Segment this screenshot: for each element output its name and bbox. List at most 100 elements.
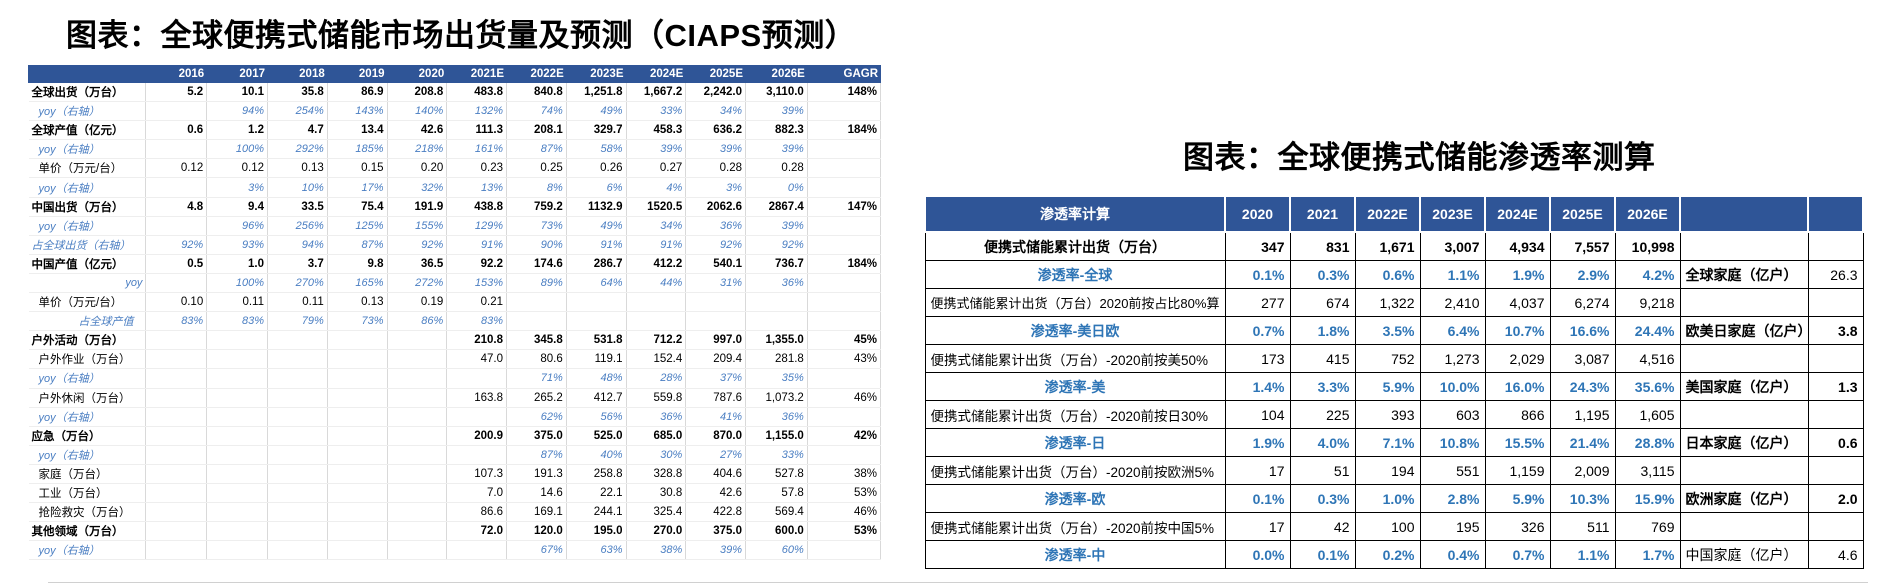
table-cell: 6.4% [1419,316,1486,345]
table-cell: 258.8 [566,464,627,484]
table-cell: 6,274 [1549,288,1616,317]
row-label: 渗透率-中 [924,540,1226,569]
table-cell: 125% [327,216,388,236]
table-cell: 33% [745,445,808,465]
table-cell: 0.26 [566,158,627,179]
household-region-label [1679,512,1809,541]
table-cell: 53% [807,521,882,542]
table-cell: 86.9 [327,82,388,103]
table-cell: 38% [626,540,687,561]
table-cell: 36% [745,407,808,427]
household-region-label: 中国家庭（亿户） [1679,540,1809,569]
table-cell: 34% [685,101,746,122]
table-cell: 208.1 [506,120,567,141]
penetration-rate-table: 渗透率计算 2020 2021 2022E 2023E 2024E 2025E 2026E 便… [924,197,1864,569]
table-cell: 155% [387,216,448,236]
table-cell: 5.9% [1484,484,1551,513]
table-cell: 3% [206,177,268,198]
table-row: yoy（右轴） 3% 10% 17% 32% 13% 8% 6% 4% 3% 0% [28,177,882,198]
table-cell: 2,410 [1419,288,1486,317]
column-header: 2021E [446,65,507,83]
row-label: 中国出货（万台） [28,197,147,217]
table-row: 户外作业（万台） 47.0 80.6 119.1 152.4 209.4 281.8 43% [28,349,882,370]
row-label: 抢险救灾（万台） [28,502,147,523]
row-label: 便携式储能累计出货（万台）-2020前按美50% [924,344,1226,373]
table-cell: 559.8 [626,388,687,408]
table-cell [745,292,808,313]
table-cell: 685.0 [626,426,687,446]
table-cell: 1.1% [1419,260,1486,289]
table-cell [446,368,507,389]
table-cell: 3.3% [1289,372,1356,401]
table-cell: 94% [206,101,268,122]
table-row: yoy（右轴） 87% 40% 30% 27% 33% [28,445,882,465]
household-region-label: 欧美日家庭（亿户） [1679,316,1809,345]
table-cell: 10.8% [1419,428,1486,457]
table-cell: 1.1% [1549,540,1616,569]
table-cell: 58% [566,139,627,160]
table-cell: 107.3 [446,464,507,484]
row-label: yoy（右轴） [28,101,147,122]
table-cell: 0.23 [446,158,507,179]
table-cell: 325.4 [626,502,687,523]
table-cell: 4,037 [1484,288,1551,317]
table-cell: 636.2 [685,120,746,141]
table-cell [446,540,507,561]
table-cell: 90% [506,235,567,255]
table-cell: 94% [267,235,328,255]
table-cell [807,292,882,313]
table-cell: 91% [566,235,627,255]
table-cell [267,388,328,408]
table-cell [206,540,268,561]
table-cell: 39% [745,216,808,236]
table-cell: 0.20 [387,158,448,179]
table-cell: 483.8 [446,82,507,103]
table-cell [807,158,882,179]
table-row: 便携式储能累计出货（万台）-2020前按日30% 104 225 393 603 866 1… [924,400,1864,429]
table-cell: 21.4% [1549,428,1616,457]
table-cell: 7,557 [1549,231,1616,261]
table-cell: 41% [685,407,746,427]
column-header: 2022E [1354,197,1421,233]
table-cell: 27% [685,445,746,465]
table-row: 全球产值（亿元） 0.6 1.2 4.7 13.4 42.6 111.3 208.1 329.7… [28,120,882,141]
table-row: 便携式储能累计出货（万台）-2020前按欧洲5% 17 51 194 551 1,159 2… [924,456,1864,485]
table-cell: 62% [506,407,567,427]
row-label: yoy（右轴） [28,407,147,427]
table-cell: 870.0 [685,426,746,446]
household-count [1807,344,1864,373]
table-cell: 51 [1289,456,1356,485]
table-cell [327,540,388,561]
table-cell: 100% [206,139,268,160]
table-cell: 0.13 [327,292,388,313]
household-region-label: 欧洲家庭（亿户） [1679,484,1809,513]
row-label: 其他领域（万台） [28,521,147,542]
table-cell: 0.0% [1224,540,1291,569]
table-cell: 527.8 [745,464,808,484]
household-count: 26.3 [1807,260,1864,289]
column-header: 2023E [565,65,627,83]
table-cell: 866 [1484,400,1551,429]
table-cell [685,292,746,313]
household-count [1807,288,1864,317]
table-row: 渗透率-中 0.0% 0.1% 0.2% 0.4% 0.7% 1.1% 1.7% 中国家庭（亿户… [924,540,1864,569]
row-label: 户外活动（万台） [28,330,147,351]
table-cell: 169.1 [506,502,567,523]
table-cell: 191.3 [506,464,567,484]
column-header: 2020 [386,65,448,83]
table-cell [145,407,208,427]
table-cell: 31% [685,273,746,294]
table-cell: 0.28 [745,158,808,179]
table-cell: 35% [745,368,808,389]
table-cell [566,292,627,313]
table-cell [327,330,388,351]
table-cell: 132% [446,101,507,122]
table-cell [267,502,328,523]
table-cell: 254% [267,101,328,122]
column-header: 渗透率计算 [924,197,1226,233]
table-cell [446,445,507,465]
table-cell: 200.9 [446,426,507,446]
table-cell: 0.4% [1419,540,1486,569]
table-cell: 2,029 [1484,344,1551,373]
table-cell [145,330,208,351]
